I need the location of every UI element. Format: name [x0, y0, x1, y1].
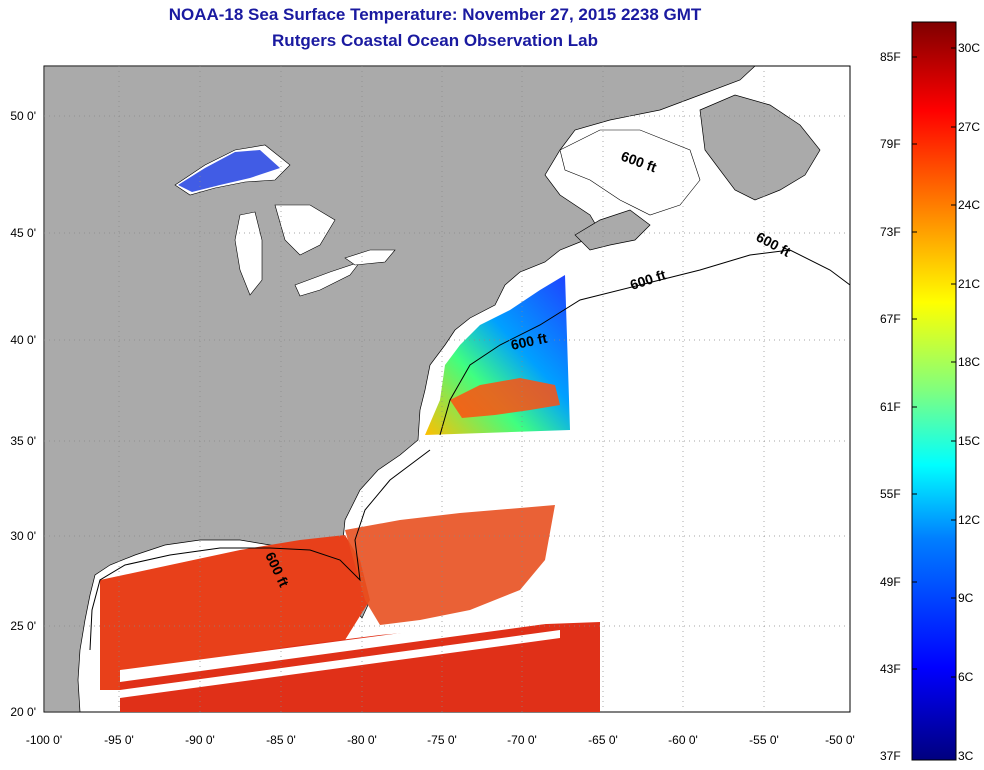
- colorbar-f-43: 43F: [880, 662, 901, 676]
- lon-label-95: -95 0': [104, 733, 134, 747]
- isobath-600ft-south: [89, 449, 431, 651]
- lon-label-75: -75 0': [427, 733, 457, 747]
- lon-label-70: -70 0': [507, 733, 537, 747]
- colorbar-f-37: 37F: [880, 749, 901, 763]
- lon-label-85: -85 0': [266, 733, 296, 747]
- great-lake-erie: [294, 261, 361, 297]
- isobath-600ft: [439, 249, 850, 436]
- colorbar-f-79: 79F: [880, 137, 901, 151]
- sst-lake-superior: [178, 150, 280, 192]
- lon-label-55: -55 0': [749, 733, 779, 747]
- colorbar-c-6: 6C: [958, 670, 974, 684]
- map-subtitle: Rutgers Coastal Ocean Observation Lab: [272, 31, 598, 50]
- sst-gulfstream-core: [450, 378, 560, 418]
- colorbar-c-21: 21C: [958, 277, 981, 291]
- colorbar-f-73: 73F: [880, 225, 901, 239]
- lat-label-50: 50 0': [10, 109, 36, 123]
- colorbar-f-55: 55F: [880, 487, 901, 501]
- colorbar-c-30: 30C: [958, 41, 981, 55]
- lat-label-45: 45 0': [10, 226, 36, 240]
- colorbar-c-15: 15C: [958, 434, 981, 448]
- lon-label-60: -60 0': [668, 733, 698, 747]
- colorbar-c-3: 3C: [958, 749, 974, 763]
- land-newfoundland: [699, 94, 821, 201]
- lat-label-25: 25 0': [10, 619, 36, 633]
- colorbar-c-24: 24C: [958, 198, 981, 212]
- colorbar: [911, 21, 957, 761]
- swath-gap-2: [120, 630, 560, 698]
- colorbar-f-85: 85F: [880, 50, 901, 64]
- colorbar-f-67: 67F: [880, 312, 901, 326]
- colorbar-f-61: 61F: [880, 400, 901, 414]
- lat-label-20: 20 0': [10, 705, 36, 719]
- great-lake-michigan: [234, 211, 263, 296]
- lon-label-100: -100 0': [25, 733, 63, 747]
- great-lake-ontario: [344, 249, 396, 266]
- contour-label-600ft-4: 600 ft: [509, 330, 548, 353]
- lat-label-35: 35 0': [10, 434, 36, 448]
- land-nova-scotia: [574, 209, 651, 251]
- colorbar-c-27: 27C: [958, 120, 981, 134]
- colorbar-f-49: 49F: [880, 575, 901, 589]
- colorbar-c-12: 12C: [958, 513, 981, 527]
- land-north-america: [44, 66, 756, 712]
- colorbar-c-18: 18C: [958, 355, 981, 369]
- lon-label-90: -90 0': [185, 733, 215, 747]
- gulf-st-lawrence: [559, 129, 701, 216]
- sst-swath-atlantic: [345, 505, 555, 625]
- lon-label-80: -80 0': [347, 733, 377, 747]
- lon-label-50: -50 0': [825, 733, 855, 747]
- lon-label-65: -65 0': [588, 733, 618, 747]
- lat-label-30: 30 0': [10, 529, 36, 543]
- great-lake-huron: [274, 204, 336, 256]
- swath-gap-1: [120, 612, 560, 682]
- colorbar-ticks: [912, 47, 956, 678]
- lat-label-40: 40 0': [10, 333, 36, 347]
- colorbar-c-9: 9C: [958, 591, 974, 605]
- map-title: NOAA-18 Sea Surface Temperature: Novembe…: [168, 5, 702, 24]
